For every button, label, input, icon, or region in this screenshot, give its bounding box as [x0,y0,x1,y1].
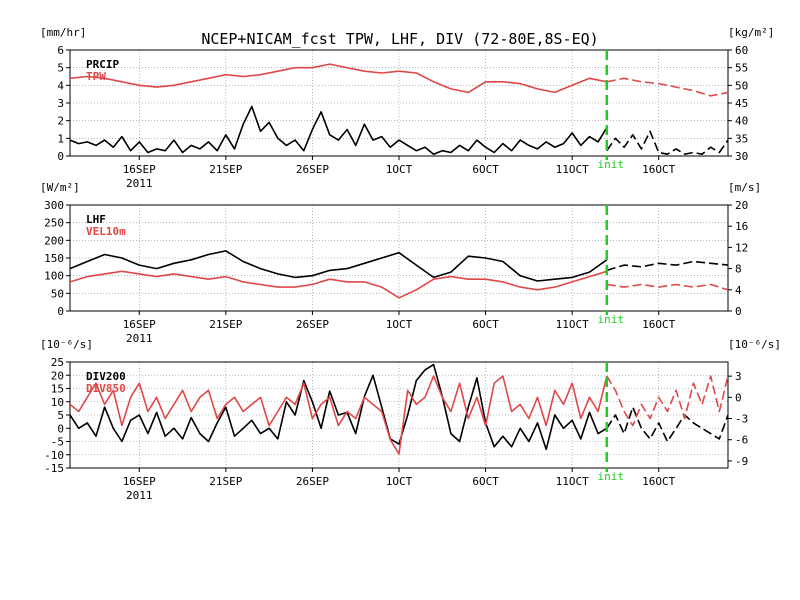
init-label: init [598,313,625,326]
left-tick-label: 1 [57,132,64,145]
series-div200-forecast-line [606,406,728,443]
left-axis-unit: [mm/hr] [40,26,86,39]
panel-3: -15-10-50510152025-9-6-30316SEP201121SEP… [40,338,781,502]
right-tick-label: 50 [735,79,748,92]
right-tick-label: 40 [735,115,748,128]
left-tick-label: 0 [57,305,64,318]
right-axis-unit: [kg/m²] [728,26,774,39]
right-tick-label: 60 [735,44,748,57]
right-axis-unit: [10⁻⁶/s] [728,338,781,351]
left-tick-label: -15 [44,462,64,475]
left-tick-label: 2 [57,115,64,128]
legend-div200: DIV200 [86,370,126,383]
x-tick-label: 21SEP [209,475,242,488]
x-tick-label: 21SEP [209,318,242,331]
left-axis-unit: [10⁻⁶/s] [40,338,93,351]
legend-prcip: PRCIP [86,58,119,71]
right-tick-label: 45 [735,97,748,110]
x-tick-year: 2011 [126,332,153,345]
series-div850-forecast-line [606,375,728,427]
right-tick-label: -3 [735,413,748,426]
left-tick-label: -10 [44,449,64,462]
x-tick-label: 11OCT [556,163,589,176]
left-tick-label: 50 [51,287,64,300]
x-tick-label: 26SEP [296,475,329,488]
left-tick-label: 150 [44,252,64,265]
right-axis-unit: [m/s] [728,181,761,194]
x-tick-label: 16SEP [123,318,156,331]
left-tick-label: 4 [57,79,64,92]
left-tick-label: 5 [57,409,64,422]
x-tick-label: 6OCT [472,163,499,176]
legend-vel10m: VEL10m [86,225,126,238]
x-tick-label: 11OCT [556,475,589,488]
x-tick-label: 16OCT [642,475,675,488]
x-tick-year: 2011 [126,177,153,190]
left-tick-label: 20 [51,369,64,382]
right-tick-label: 12 [735,241,748,254]
left-tick-label: 6 [57,44,64,57]
series-vel10m-forecast-line [606,283,728,291]
left-tick-label: 100 [44,270,64,283]
x-tick-label: 11OCT [556,318,589,331]
x-tick-label: 1OCT [386,163,413,176]
legend-tpw: TPW [86,70,106,83]
right-tick-label: 55 [735,62,748,75]
series-vel10m-line [70,270,608,299]
left-tick-label: 5 [57,62,64,75]
series-div850-line [70,375,608,455]
legend-div850: DIV850 [86,382,126,395]
x-tick-label: 26SEP [296,318,329,331]
init-label: init [598,470,625,483]
left-tick-label: 3 [57,97,64,110]
right-tick-label: 0 [735,305,742,318]
x-tick-label: 16OCT [642,163,675,176]
right-tick-label: 16 [735,220,748,233]
x-tick-label: 16SEP [123,163,156,176]
x-tick-label: 6OCT [472,318,499,331]
x-tick-label: 21SEP [209,163,242,176]
series-prcip-line [70,105,608,155]
series-lhf-line [70,250,608,282]
x-tick-label: 1OCT [386,318,413,331]
right-tick-label: 20 [735,199,748,212]
left-tick-label: 0 [57,150,64,163]
x-tick-label: 1OCT [386,475,413,488]
right-tick-label: -6 [735,434,748,447]
left-tick-label: 250 [44,217,64,230]
left-tick-label: 200 [44,234,64,247]
right-tick-label: 3 [735,370,742,383]
series-tpw-forecast-line [606,77,728,97]
init-label: init [598,158,625,171]
left-tick-label: -5 [51,436,64,449]
right-tick-label: 35 [735,132,748,145]
left-tick-label: 10 [51,396,64,409]
right-tick-label: -9 [735,455,748,468]
x-tick-year: 2011 [126,489,153,502]
left-tick-label: 0 [57,422,64,435]
left-tick-label: 25 [51,356,64,369]
right-tick-label: 0 [735,391,742,404]
x-tick-label: 16SEP [123,475,156,488]
legend-lhf: LHF [86,213,106,226]
right-tick-label: 30 [735,150,748,163]
series-div200-line [70,363,608,451]
x-tick-label: 6OCT [472,475,499,488]
left-tick-label: 15 [51,383,64,396]
right-tick-label: 8 [735,263,742,276]
left-tick-label: 300 [44,199,64,212]
x-tick-label: 26SEP [296,163,329,176]
series-prcip-forecast-line [606,130,728,155]
left-axis-unit: [W/m²] [40,181,80,194]
right-tick-label: 4 [735,284,742,297]
chart-title: NCEP+NICAM_fcst TPW, LHF, DIV (72-80E,8S… [201,30,598,48]
series-lhf-forecast-line [606,260,728,272]
series-tpw-line [70,63,607,94]
x-tick-label: 16OCT [642,318,675,331]
